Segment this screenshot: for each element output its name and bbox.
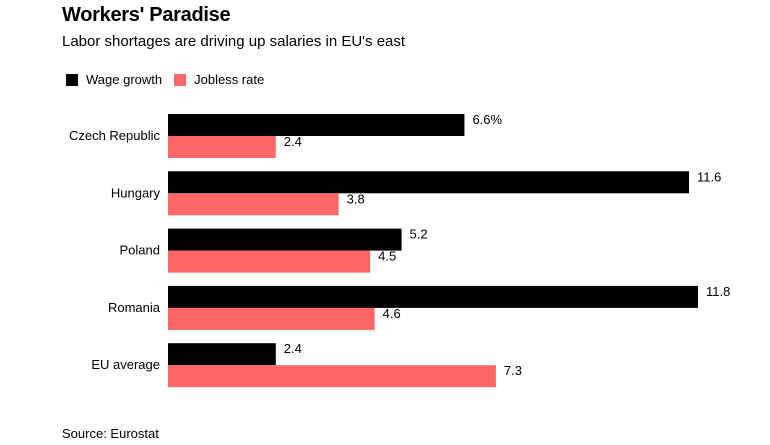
bar-wage-growth-eu-average [168, 343, 276, 366]
legend-swatch-jobless-rate [174, 73, 187, 86]
legend: Wage growth Jobless rate [66, 72, 276, 87]
legend-item-wage-growth: Wage growth [66, 72, 162, 87]
bar-jobless-rate-romania [168, 307, 375, 330]
data-label-jobless-rate-poland: 4.5 [378, 249, 396, 264]
bar-jobless-rate-poland [168, 250, 371, 273]
bar-wage-growth-poland [168, 228, 402, 251]
bar-wage-growth-czech-republic [168, 114, 465, 136]
category-label-eu-average: EU average [91, 357, 160, 372]
legend-swatch-wage-growth [66, 73, 78, 86]
bar-wage-growth-romania [168, 285, 698, 308]
chart-title: Workers' Paradise [62, 4, 231, 26]
data-label-jobless-rate-romania: 4.6 [383, 306, 401, 321]
category-label-romania: Romania [108, 300, 161, 315]
data-label-jobless-rate-eu-average: 7.3 [504, 363, 522, 378]
legend-item-jobless-rate: Jobless rate [174, 72, 264, 87]
data-label-wage-growth-hungary: 11.6 [697, 169, 721, 184]
legend-label-wage-growth: Wage growth [86, 72, 163, 87]
category-label-czech-republic: Czech Republic [69, 128, 161, 143]
data-label-jobless-rate-czech-republic: 2.4 [284, 134, 302, 149]
bar-jobless-rate-eu-average [168, 365, 496, 388]
bar-wage-growth-hungary [168, 171, 690, 194]
data-label-wage-growth-romania: 11.8 [706, 284, 730, 299]
chart-subtitle: Labor shortages are driving up salaries … [62, 33, 406, 50]
data-label-wage-growth-poland: 5.2 [410, 227, 428, 242]
category-label-poland: Poland [120, 243, 160, 258]
data-label-jobless-rate-hungary: 3.8 [347, 191, 365, 206]
data-label-wage-growth-czech-republic: 6.6% [472, 112, 502, 127]
legend-label-jobless-rate: Jobless rate [194, 72, 265, 87]
data-label-wage-growth-eu-average: 2.4 [284, 341, 302, 356]
bar-jobless-rate-hungary [168, 193, 339, 216]
category-label-hungary: Hungary [111, 185, 161, 200]
bar-jobless-rate-czech-republic [168, 136, 276, 158]
source-note: Source: Eurostat [62, 426, 159, 441]
